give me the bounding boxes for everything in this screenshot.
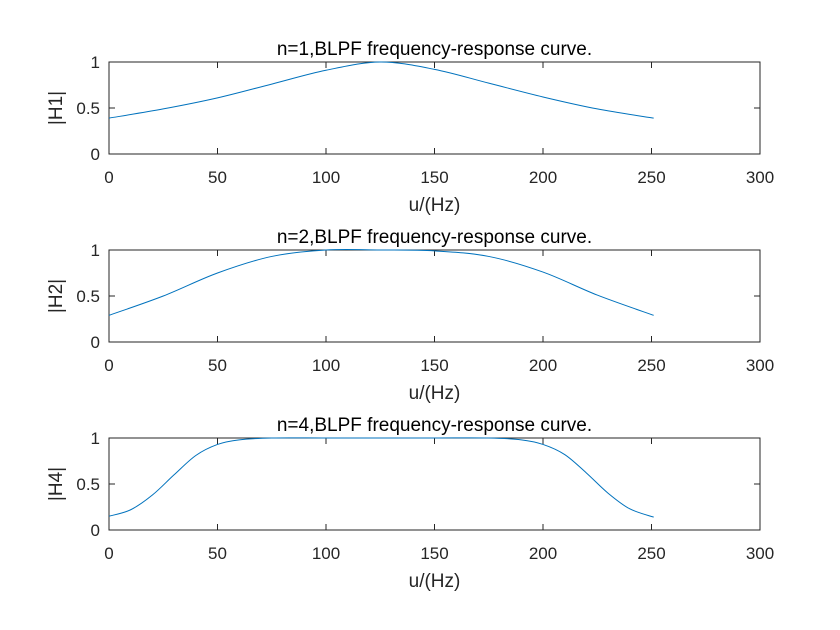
subplot-title-2: n=2,BLPF frequency-response curve. <box>277 227 592 248</box>
plot-area-1 <box>108 61 761 155</box>
x-tick-label-1-300: 300 <box>746 168 774 187</box>
y-axis-label-2: |H2| <box>46 279 67 313</box>
x-tick-label-1-250: 250 <box>637 168 665 187</box>
y-axis-label-3: |H4| <box>46 467 67 501</box>
x-tick-label-2-100: 100 <box>312 356 340 375</box>
subplot-title-3: n=4,BLPF frequency-response curve. <box>277 415 592 436</box>
y-tick-label-1-0.5: 0.5 <box>76 99 100 118</box>
series-line-3 <box>108 437 654 518</box>
y-tick-label-3-1: 1 <box>91 429 100 448</box>
plot-area-2 <box>108 249 761 343</box>
x-tick-label-1-200: 200 <box>529 168 557 187</box>
x-tick-label-3-300: 300 <box>746 544 774 563</box>
x-tick-label-3-100: 100 <box>312 544 340 563</box>
x-axis-label-3: u/(Hz) <box>409 571 461 592</box>
y-tick-label-1-0: 0 <box>91 145 100 164</box>
x-axis-label-2: u/(Hz) <box>409 383 461 404</box>
x-tick-label-2-250: 250 <box>637 356 665 375</box>
x-tick-label-2-150: 150 <box>420 356 448 375</box>
x-tick-label-2-200: 200 <box>529 356 557 375</box>
x-tick-label-1-100: 100 <box>312 168 340 187</box>
y-tick-label-1-1: 1 <box>91 53 100 72</box>
x-tick-label-2-50: 50 <box>208 356 227 375</box>
series-line-2 <box>108 248 654 316</box>
x-tick-label-3-50: 50 <box>208 544 227 563</box>
series-line-1 <box>108 61 654 119</box>
y-tick-label-2-1: 1 <box>91 241 100 260</box>
x-axis-label-1: u/(Hz) <box>409 195 461 216</box>
x-tick-label-2-300: 300 <box>746 356 774 375</box>
subplot-1: 0 50 100 150 200 250 300 0 0.5 1 n=1,BLPF frequenc… <box>46 39 774 216</box>
y-tick-label-3-0: 0 <box>91 521 100 540</box>
y-tick-label-3-0.5: 0.5 <box>76 475 100 494</box>
plot-area-3 <box>108 437 761 531</box>
x-tick-label-3-0: 0 <box>104 544 113 563</box>
subplot-2: 0 50 100 150 200 250 300 0 0.5 1 n=2,BLPF frequenc… <box>46 227 774 404</box>
subplot-title-1: n=1,BLPF frequency-response curve. <box>277 39 592 60</box>
x-tick-label-2-0: 0 <box>104 356 113 375</box>
x-tick-label-3-200: 200 <box>529 544 557 563</box>
x-tick-label-3-150: 150 <box>420 544 448 563</box>
x-tick-label-1-150: 150 <box>420 168 448 187</box>
y-tick-label-2-0.5: 0.5 <box>76 287 100 306</box>
x-tick-label-1-50: 50 <box>208 168 227 187</box>
y-axis-label-1: |H1| <box>46 91 67 125</box>
x-tick-label-1-0: 0 <box>104 168 113 187</box>
x-tick-label-3-250: 250 <box>637 544 665 563</box>
y-tick-label-2-0: 0 <box>91 333 100 352</box>
subplot-3: 0 50 100 150 200 250 300 0 0.5 1 n=4,BLPF frequenc… <box>46 415 774 592</box>
